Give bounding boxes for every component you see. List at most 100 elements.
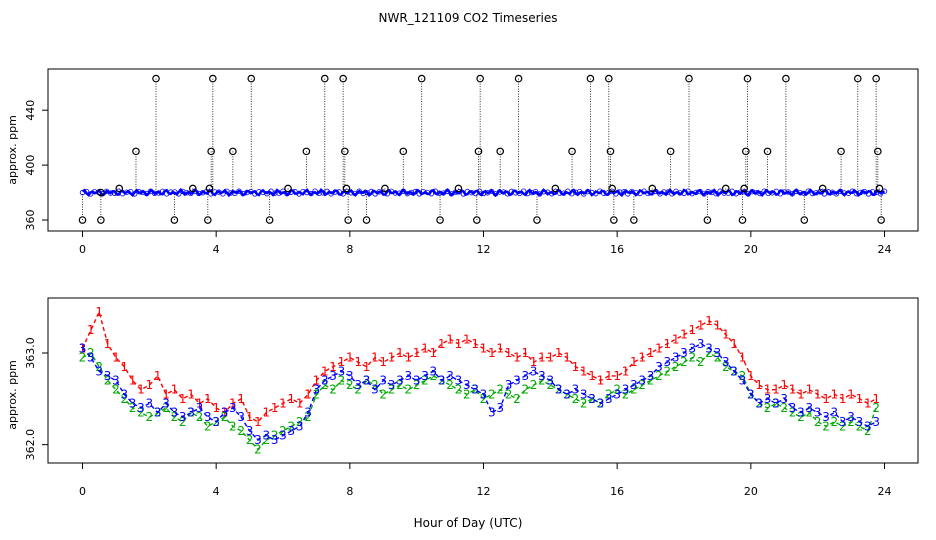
bottom-series-2-point: 2 [421,374,429,388]
bottom-series-3-point: 3 [722,355,730,369]
bottom-series-2-point: 2 [413,378,421,392]
bottom-series-3-point: 3 [87,351,95,365]
bottom-y-tick-label: 362.0 [24,429,37,461]
bottom-series-1-point: 1 [413,346,421,360]
bottom-y-tick-label: 363.0 [24,337,37,369]
top-outlier-point [630,216,638,224]
bottom-series-3-point: 3 [379,374,387,388]
top-raw-point [496,189,503,195]
top-outlier-point [568,147,576,156]
bottom-series-2-point: 2 [580,396,588,410]
bottom-series-2-point: 2 [187,406,195,420]
bottom-series-2-point: 2 [229,419,237,433]
bottom-series-3-point: 3 [680,346,688,360]
top-outlier-point [342,184,351,193]
bottom-series-1-point: 1 [120,360,128,374]
top-raw-point [661,189,667,195]
bottom-series-2-point: 2 [538,374,546,388]
bottom-series-1-point: 1 [521,346,529,360]
bottom-series-2-point: 2 [797,410,805,424]
bottom-series-2-point: 2 [346,378,354,392]
bottom-series-2-point: 2 [204,419,212,433]
top-outlier-point [204,216,212,224]
bottom-series-1-point: 1 [605,369,613,383]
bottom-series-3-point: 3 [112,374,120,388]
x-axis-label: Hour of Day (UTC) [414,516,523,530]
bottom-series-3-point: 3 [822,410,830,424]
top-outlier-point [339,74,347,83]
bottom-series-1-point: 1 [739,351,747,365]
top-raw-point [143,190,150,197]
top-outlier-point [417,74,426,83]
top-x-tick-label: 8 [346,243,353,256]
top-outlier-point [265,216,274,224]
bottom-x-tick-label: 4 [213,485,220,498]
bottom-series-3-point: 3 [288,424,296,438]
bottom-x-tick-label: 12 [477,485,491,498]
bottom-series-1-point: 1 [730,337,738,351]
bottom-series-1-point: 1 [396,346,404,360]
bottom-series-1-point: 1 [129,374,137,388]
bottom-series-2-point: 2 [179,415,187,429]
bottom-series-1-point: 1 [814,387,822,401]
top-raw-point [476,188,483,194]
bottom-series-3-point: 3 [638,374,646,388]
bottom-series-1-point: 1 [588,369,596,383]
top-raw-point [272,190,278,196]
bottom-series-1-point: 1 [672,332,680,346]
bottom-series-3-point: 3 [221,406,229,420]
bottom-series-3-point: 3 [697,337,705,351]
bottom-series-3-point: 3 [79,341,87,355]
bottom-series-3-point: 3 [780,392,788,406]
top-raw-point [701,191,707,197]
top-raw-point [360,190,366,197]
bottom-series-3-point: 3 [513,374,521,388]
bottom-series-3-point: 3 [95,364,103,378]
top-raw-point [789,191,795,197]
bottom-series-3-point: 3 [872,415,880,429]
bottom-series-2-point: 2 [847,415,855,429]
bottom-series-3-point: 3 [772,396,780,410]
top-outlier-point [853,74,862,83]
bottom-series-1-point: 1 [697,319,705,333]
top-outlier-point [648,184,657,193]
top-raw-point [540,189,547,195]
bottom-series-1-point: 1 [254,415,262,429]
top-raw-point [376,189,382,195]
bottom-series-1-point: 1 [555,346,563,360]
bottom-series-3-point: 3 [547,374,555,388]
bottom-series-2-point: 2 [572,392,580,406]
bottom-series-3-point: 3 [480,387,488,401]
top-raw-point [729,188,735,194]
top-raw-point [745,191,751,197]
top-outlier-point [474,147,483,156]
top-raw-point [168,189,174,195]
bottom-series-2-point: 2 [831,415,839,429]
top-raw-point [633,189,639,196]
bottom-series-2-point: 2 [739,369,747,383]
bottom-series-2-point: 2 [764,401,772,415]
bottom-series-2-point: 2 [120,392,128,406]
top-raw-series-line [81,187,886,198]
bottom-series-3-point: 3 [212,415,220,429]
chart-title: NWR_121109 CO2 Timeseries [379,11,558,25]
bottom-series-1-point: 1 [104,337,112,351]
bottom-series-2-point: 2 [864,424,872,438]
bottom-series-2-point: 2 [814,415,822,429]
top-outlier-point [800,216,809,224]
bottom-series-2-point: 2 [338,374,346,388]
bottom-series-3-point: 3 [354,378,362,392]
bottom-series-1-point: 1 [839,392,847,406]
bottom-series-3-point: 3 [137,401,145,415]
bottom-series-3-point: 3 [739,374,747,388]
bottom-series-1-point: 1 [262,406,270,420]
bottom-series-3-point: 3 [229,401,237,415]
bottom-series-2-point: 2 [95,360,103,374]
bottom-series-2-point: 2 [530,378,538,392]
top-raw-point [757,190,763,197]
bottom-series-1-point: 1 [722,328,730,342]
top-raw-point [645,190,651,197]
top-outlier-point [132,147,140,156]
bottom-series-2-point: 2 [630,383,638,397]
